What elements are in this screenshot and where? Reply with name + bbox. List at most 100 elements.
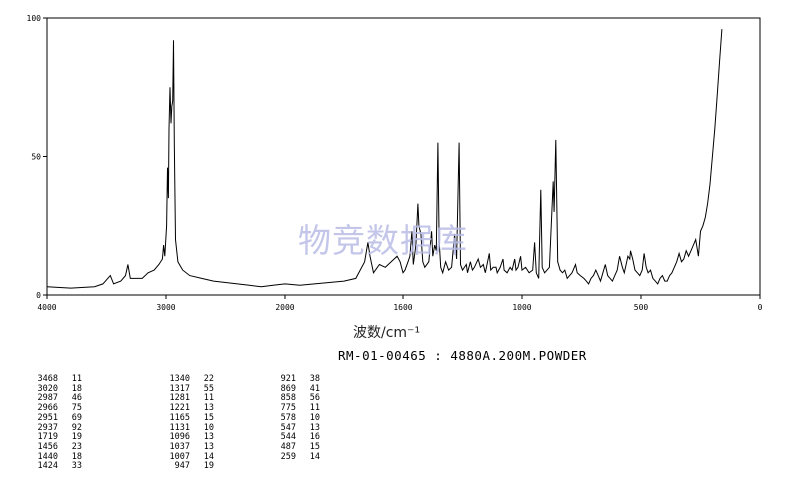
peak-wavenumber: 947 [174, 461, 190, 472]
peak-intensity: 10 [203, 422, 214, 433]
peak-intensity: 55 [203, 383, 214, 394]
peak-wavenumber: 3020 [37, 383, 58, 394]
y-axis: 100 50 0 [27, 14, 47, 300]
peak-intensity: 56 [309, 393, 320, 404]
x-tick-label: 1600 [393, 303, 412, 312]
peak-wavenumber: 775 [280, 403, 296, 414]
x-tick-label: 500 [634, 303, 649, 312]
watermark-text: 物竞数据库 [298, 221, 468, 260]
peak-wavenumber: 858 [280, 393, 296, 404]
peak-wavenumber: 1096 [169, 432, 190, 443]
peak-row: 544 16 [252, 433, 320, 443]
peak-row: 1456 23 [14, 441, 82, 453]
peak-row: 1165 15 [146, 412, 214, 424]
peak-intensity: 41 [309, 383, 320, 394]
peak-row: 487 15 [252, 441, 320, 453]
peak-intensity: 14 [309, 451, 320, 462]
x-axis-label: 波数/cm⁻¹ [353, 325, 421, 341]
peak-row: 1007 14 [146, 451, 214, 463]
peak-wavenumber: 1037 [169, 441, 190, 452]
peak-table-column-1: 3468 11 3020 18 2987 46 2966 75 2951 69 2937 92 1719… [14, 374, 82, 472]
peak-table-column-3: 921 38 869 41 858 56 775 11 578 10 547 13 544 16 487 15… [252, 374, 320, 463]
peak-wavenumber: 1317 [169, 383, 190, 394]
peak-wavenumber: 259 [280, 451, 296, 462]
peak-row: 578 10 [252, 412, 320, 424]
peak-row: 1719 19 [14, 433, 82, 443]
peak-intensity: 13 [309, 422, 320, 433]
peak-wavenumber: 921 [280, 374, 296, 384]
y-tick-label: 0 [36, 291, 41, 300]
peak-row: 1340 22 [146, 374, 214, 385]
peak-wavenumber: 1424 [37, 461, 58, 472]
spectrum-series-line [46, 29, 723, 289]
peak-row: 3020 18 [14, 383, 82, 395]
peak-row: 1096 13 [146, 433, 214, 443]
peak-wavenumber: 2937 [37, 422, 58, 433]
peak-wavenumber: 1440 [37, 451, 58, 462]
peak-row: 1221 13 [146, 403, 214, 414]
x-tick-label: 3000 [156, 303, 175, 312]
peak-wavenumber: 544 [280, 432, 296, 443]
peak-row: 1440 18 [14, 451, 82, 463]
y-tick-label: 100 [27, 14, 42, 23]
peak-row: 858 56 [252, 394, 320, 404]
peak-wavenumber: 1456 [37, 441, 58, 452]
peak-wavenumber: 1131 [169, 422, 190, 433]
peak-wavenumber: 1221 [169, 403, 190, 414]
peak-row: 947 19 [146, 462, 214, 472]
peak-intensity: 14 [203, 451, 214, 462]
peak-row: 921 38 [252, 374, 320, 385]
peak-intensity: 92 [71, 422, 82, 433]
peak-intensity: 19 [203, 461, 214, 472]
peak-row: 547 13 [252, 422, 320, 434]
peak-intensity: 15 [203, 412, 214, 423]
peak-intensity: 18 [71, 383, 82, 394]
peak-wavenumber: 1007 [169, 451, 190, 462]
peak-table-column-2: 1340 22 1317 55 1281 11 1221 13 1165 15 1131 10 1096… [146, 374, 214, 472]
peak-row: 2987 46 [14, 394, 82, 404]
peak-row: 1037 13 [146, 441, 214, 453]
peak-row: 259 14 [252, 451, 320, 463]
peak-row: 1424 33 [14, 462, 82, 472]
peak-intensity: 23 [71, 441, 82, 452]
peak-intensity: 22 [203, 374, 214, 384]
x-tick-label: 2000 [275, 303, 294, 312]
x-axis: 4000 3000 2000 1600 1000 500 0 [37, 295, 763, 312]
peak-wavenumber: 487 [280, 441, 296, 452]
peak-intensity: 69 [71, 412, 82, 423]
peak-intensity: 46 [71, 393, 82, 404]
peak-intensity: 10 [309, 412, 320, 423]
sample-identifier: RM-01-00465 : 4880A.200M.POWDER [338, 348, 587, 363]
peak-intensity: 19 [71, 432, 82, 443]
peak-wavenumber: 3468 [37, 374, 58, 384]
peak-row: 1131 10 [146, 422, 214, 434]
peak-intensity: 15 [309, 441, 320, 452]
peak-intensity: 75 [71, 403, 82, 414]
peak-intensity: 38 [309, 374, 320, 384]
peak-intensity: 11 [309, 403, 320, 414]
peak-wavenumber: 1281 [169, 393, 190, 404]
peak-wavenumber: 2951 [37, 412, 58, 423]
peak-row: 3468 11 [14, 374, 82, 385]
peak-intensity: 13 [203, 441, 214, 452]
peak-wavenumber: 547 [280, 422, 296, 433]
peak-row: 2951 69 [14, 412, 82, 424]
peak-row: 869 41 [252, 383, 320, 395]
peak-intensity: 13 [203, 432, 214, 443]
peak-intensity: 11 [71, 374, 82, 384]
peak-row: 775 11 [252, 403, 320, 414]
peak-intensity: 33 [71, 461, 82, 472]
peak-wavenumber: 1340 [169, 374, 190, 384]
peak-wavenumber: 2966 [37, 403, 58, 414]
peak-intensity: 11 [203, 393, 214, 404]
peak-wavenumber: 1719 [37, 432, 58, 443]
peak-intensity: 18 [71, 451, 82, 462]
x-tick-label: 0 [758, 303, 763, 312]
x-tick-label: 4000 [37, 303, 56, 312]
peak-intensity: 16 [309, 432, 320, 443]
peak-wavenumber: 578 [280, 412, 296, 423]
peak-row: 1281 11 [146, 394, 214, 404]
peak-wavenumber: 869 [280, 383, 296, 394]
y-tick-label: 50 [31, 153, 41, 162]
